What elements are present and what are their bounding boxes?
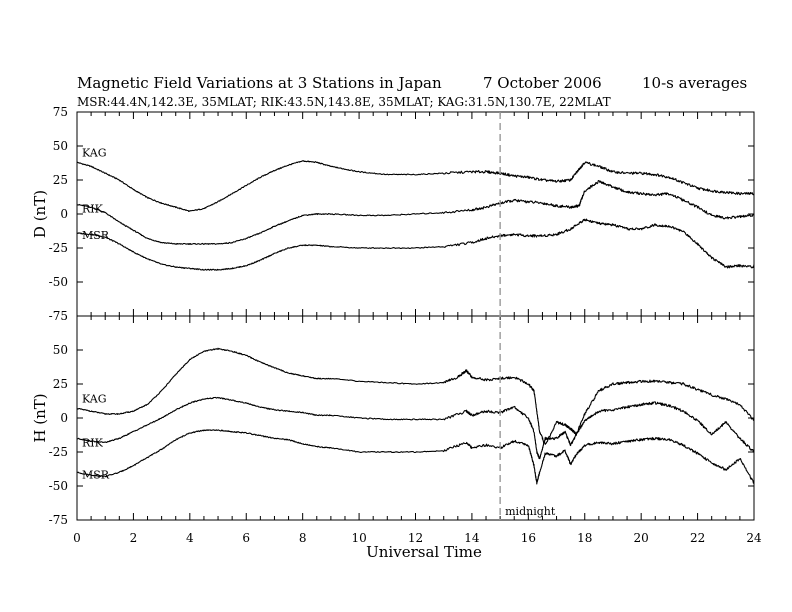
y-tick-label-D: -50 — [49, 275, 68, 289]
y-tick-label-D: 50 — [53, 139, 68, 153]
station-label-msr: MSR — [82, 229, 110, 242]
x-tick-label: 12 — [408, 531, 423, 545]
chart-averaging: 10-s averages — [642, 74, 747, 92]
trace-H-rik — [76, 396, 755, 460]
trace-D-rik — [76, 180, 755, 245]
trace-H-msr — [76, 429, 755, 485]
trace-H-kag — [76, 347, 755, 445]
y-tick-label-D: -25 — [49, 241, 68, 255]
y-tick-label-D: 25 — [53, 173, 68, 187]
y-tick-label-D: 75 — [53, 105, 68, 119]
station-label-rik: RIK — [82, 436, 104, 449]
y-tick-label-D: 0 — [60, 207, 68, 221]
station-label-rik: RIK — [82, 202, 104, 215]
chart-subtitle: MSR:44.4N,142.3E, 35MLAT; RIK:43.5N,143.… — [77, 95, 611, 109]
x-tick-label: 10 — [351, 531, 366, 545]
y-tick-label-H: -50 — [49, 479, 68, 493]
x-axis-label: Universal Time — [366, 543, 482, 561]
x-tick-label: 16 — [521, 531, 536, 545]
trace-D-kag — [76, 160, 755, 212]
y-tick-label-H: 50 — [53, 343, 68, 357]
x-tick-label: 2 — [130, 531, 138, 545]
x-tick-label: 4 — [186, 531, 194, 545]
y-tick-label-H: -25 — [49, 445, 68, 459]
chart-title: Magnetic Field Variations at 3 Stations … — [77, 74, 442, 92]
x-tick-label: 22 — [690, 531, 705, 545]
trace-D-msr — [76, 218, 755, 271]
x-tick-label: 8 — [299, 531, 307, 545]
y-tick-label-H: 0 — [60, 411, 68, 425]
station-label-msr: MSR — [82, 468, 110, 481]
y-tick-label-H: -75 — [49, 513, 68, 527]
midnight-label: midnight — [505, 505, 556, 518]
plot-frame-H — [76, 315, 755, 521]
y-tick-label-H: 25 — [53, 377, 68, 391]
x-tick-label: 14 — [464, 531, 480, 545]
station-label-kag: KAG — [82, 146, 107, 159]
x-tick-label: 18 — [577, 531, 592, 545]
x-tick-label: 20 — [634, 531, 649, 545]
x-tick-label: 24 — [746, 531, 762, 545]
x-tick-label: 6 — [242, 531, 250, 545]
y-tick-label-D: -75 — [49, 309, 68, 323]
panels-group: 75 50 25 0 -25 -50 -75 D (nT) KAG RIK MSR 50 25 0 -25 -… — [31, 105, 762, 545]
y-axis-label-D: D (nT) — [31, 190, 49, 238]
y-axis-label-H: H (nT) — [31, 393, 49, 442]
x-tick-label: 0 — [73, 531, 81, 545]
station-label-kag: KAG — [82, 392, 107, 405]
chart-date: 7 October 2006 — [483, 74, 602, 92]
